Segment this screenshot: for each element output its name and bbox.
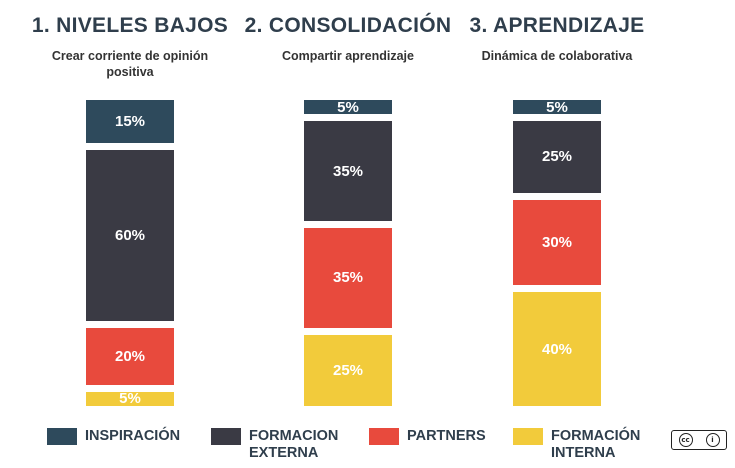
stacked-bar: 5% 35% 35% 25% [304, 98, 392, 406]
legend-label: PARTNERS [407, 428, 486, 444]
data-label: 60% [114, 226, 146, 244]
legend-label: FORMACION EXTERNA [249, 428, 339, 461]
column-title: 3. APRENDIZAJE [469, 14, 645, 37]
cc-icon: cc [678, 433, 693, 447]
license-badge[interactable]: cc i [671, 430, 727, 450]
data-label: 25% [541, 148, 573, 166]
bar-segment: 25% [304, 334, 392, 406]
column-title: 1. NIVELES BAJOS [31, 14, 229, 37]
data-label: 5% [337, 98, 359, 116]
legend-label: INSPIRACIÓN [85, 428, 181, 444]
bar-segment: 40% [513, 292, 601, 406]
bar-segment: 30% [513, 199, 601, 285]
stacked-bar: 5% 25% 30% 40% [513, 98, 601, 406]
data-label: 35% [332, 269, 364, 287]
bar-segment: 15% [86, 100, 174, 143]
legend-item: INSPIRACIÓN [47, 428, 195, 445]
legend-swatch [513, 428, 543, 445]
legend-swatch [47, 428, 77, 445]
bar-segment: 35% [304, 228, 392, 328]
by-person-icon: i [705, 433, 720, 447]
data-label: 25% [332, 361, 364, 379]
legend-item: FORMACIÓN INTERNA [513, 428, 661, 462]
bar-segment: 60% [86, 149, 174, 321]
data-label: 35% [332, 162, 364, 180]
bar-segment: 5% [304, 98, 392, 116]
legend-swatch [369, 428, 399, 445]
column-subtitle: Compartir aprendizaje [282, 49, 414, 63]
column-subtitle: Dinámica de colaborativa [481, 49, 633, 63]
legend-item: PARTNERS [369, 428, 517, 445]
data-label: 5% [546, 98, 568, 116]
column-title: 2. CONSOLIDACIÓN [244, 14, 452, 37]
bar-segment: 20% [86, 327, 174, 385]
bar-segment: 5% [513, 98, 601, 116]
data-label: 30% [541, 233, 573, 251]
stacked-bar: 15% 60% 20% 5% [86, 100, 174, 408]
data-label: 15% [114, 112, 146, 130]
data-label: 40% [541, 340, 573, 358]
data-label: 20% [114, 347, 146, 365]
legend-label: FORMACIÓN INTERNA [551, 428, 641, 461]
bar-segment: 35% [304, 121, 392, 221]
bar-segment: 25% [513, 121, 601, 193]
legend-swatch [211, 428, 241, 445]
bar-segment: 5% [86, 390, 174, 408]
column-subtitle: Crear corriente de opinión positiva [51, 49, 209, 79]
data-label: 5% [119, 390, 141, 408]
legend-item: FORMACION EXTERNA [211, 428, 359, 462]
